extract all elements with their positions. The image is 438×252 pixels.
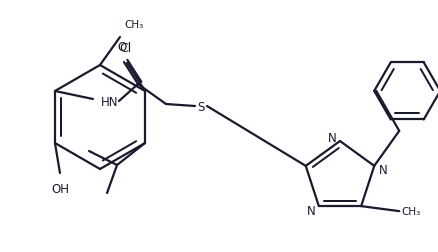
Text: OH: OH (51, 182, 69, 195)
Text: Cl: Cl (119, 42, 131, 55)
Text: CH₃: CH₃ (401, 206, 420, 216)
Text: N: N (379, 164, 388, 177)
Text: N: N (328, 131, 337, 144)
Text: S: S (197, 100, 205, 113)
Text: O: O (117, 41, 127, 54)
Text: HN: HN (101, 95, 118, 108)
Text: N: N (307, 204, 316, 217)
Text: CH₃: CH₃ (124, 20, 143, 30)
